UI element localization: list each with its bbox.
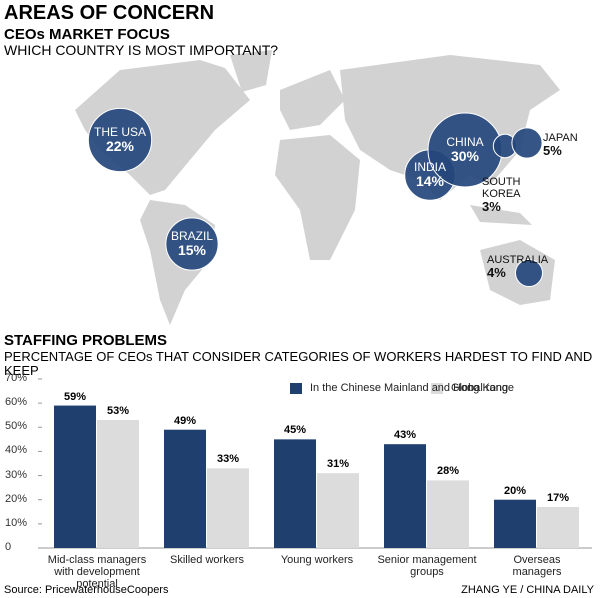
- value-label: 17%: [546, 491, 570, 504]
- bar: [54, 405, 96, 548]
- bubble: [511, 127, 543, 159]
- country-name: SOUTH KOREA: [482, 176, 521, 201]
- bubble: [165, 217, 219, 271]
- y-tick-label: 60%: [5, 396, 28, 409]
- x-tick-label: Overseas managers: [512, 554, 562, 579]
- country-value: 4%: [487, 265, 506, 281]
- bar: [384, 444, 426, 548]
- legend-swatch: [290, 383, 302, 394]
- y-tick-label: 50%: [5, 420, 28, 433]
- value-label: 28%: [436, 465, 460, 478]
- country-name: CHINA: [446, 135, 484, 149]
- legend-label: Global range: [451, 382, 514, 394]
- map-subtitle: WHICH COUNTRY IS MOST IMPORTANT?: [4, 42, 279, 58]
- bubble-label: BRAZIL 15%: [152, 229, 232, 259]
- y-tick-label: 40%: [5, 444, 28, 457]
- bubble-label: SOUTH KOREA 3%: [482, 176, 521, 214]
- country-name: THE USA: [93, 125, 146, 139]
- country-value: 3%: [482, 199, 501, 215]
- greenland: [230, 50, 272, 92]
- bubble-label: CHINA 30%: [425, 135, 505, 165]
- map-title: CEOs MARKET FOCUS: [4, 26, 170, 43]
- bar-title: STAFFING PROBLEMS: [4, 332, 168, 349]
- country-name: INDIA: [413, 160, 446, 174]
- legend-label: In the Chinese Mainland and Hong Kong: [310, 382, 509, 394]
- value-label: 33%: [216, 453, 240, 466]
- value-label: 59%: [63, 390, 87, 403]
- value-label: 53%: [106, 405, 130, 418]
- bar: [97, 420, 139, 548]
- country-value: 5%: [543, 143, 562, 159]
- africa: [275, 135, 360, 260]
- bubble-label: JAPAN 5%: [543, 132, 578, 158]
- value-label: 43%: [393, 429, 417, 442]
- x-tick-label: Mid-class managers with development pote…: [47, 554, 147, 591]
- bar: [164, 429, 206, 548]
- bar: [207, 468, 249, 548]
- indonesia: [470, 205, 532, 225]
- bar: [427, 480, 469, 548]
- x-tick-label: Young workers: [280, 554, 354, 566]
- value-label: 45%: [283, 424, 307, 437]
- bubble-label: THE USA 22%: [80, 125, 160, 155]
- bar-subtitle: PERCENTAGE OF CEOs THAT CONSIDER CATEGOR…: [4, 349, 593, 379]
- value-label: 31%: [326, 458, 350, 471]
- bubble-label: AUSTRALIA 4%: [487, 254, 548, 280]
- x-tick-label: Skilled workers: [170, 554, 244, 566]
- credit: ZHANG YE / CHINA DAILY: [461, 584, 594, 596]
- y-tick-label: 10%: [5, 516, 28, 529]
- y-tick-label: 20%: [5, 492, 28, 505]
- y-tick-label: 70%: [5, 372, 28, 384]
- bar: [274, 439, 316, 548]
- legend-swatch: [431, 383, 443, 394]
- bar: [494, 499, 536, 548]
- country-name: JAPAN: [543, 132, 578, 144]
- country-value: 15%: [177, 242, 207, 259]
- country-value: 30%: [450, 148, 480, 165]
- europe: [280, 70, 345, 130]
- bubble: [87, 107, 153, 173]
- bar: [317, 473, 359, 548]
- page-title: AREAS OF CONCERN: [4, 2, 215, 24]
- source: Source: PricewaterhouseCoopers: [4, 584, 169, 596]
- x-tick-label: Senior management groups: [377, 554, 477, 579]
- value-label: 20%: [503, 484, 527, 497]
- country-name: BRAZIL: [170, 229, 213, 243]
- country-value: 22%: [105, 138, 135, 155]
- country-name: AUSTRALIA: [487, 254, 549, 266]
- value-label: 49%: [173, 414, 197, 427]
- y-tick-label: 30%: [5, 468, 28, 481]
- bar: [537, 506, 579, 548]
- bubble-label: INDIA 14%: [390, 160, 470, 190]
- bubble: [515, 259, 543, 287]
- country-value: 14%: [415, 173, 445, 190]
- y-tick-label: 0: [5, 541, 12, 553]
